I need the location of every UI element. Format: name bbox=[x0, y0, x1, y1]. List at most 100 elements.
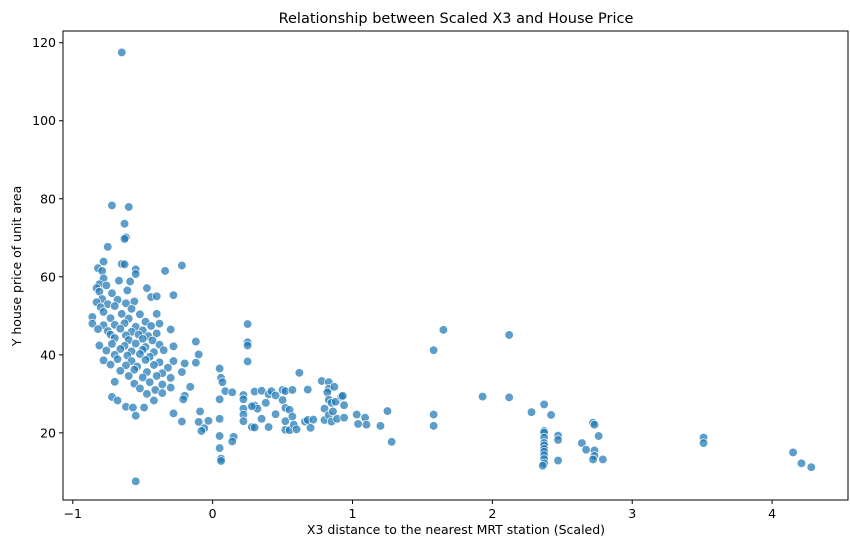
scatter-point bbox=[353, 419, 363, 429]
scatter-point bbox=[180, 358, 190, 369]
chart-title: Relationship between Scaled X3 and House… bbox=[279, 11, 634, 27]
scatter-point bbox=[227, 436, 237, 447]
scatter-point bbox=[538, 461, 548, 471]
scatter-point bbox=[191, 358, 201, 368]
scatter-point bbox=[214, 414, 225, 424]
scatter-point bbox=[112, 354, 123, 364]
scatter-point bbox=[526, 407, 537, 417]
scatter-point bbox=[594, 431, 604, 441]
scatter-point bbox=[147, 335, 158, 346]
scatter-point bbox=[152, 291, 162, 301]
scatter-point bbox=[294, 368, 305, 378]
scatter-point bbox=[112, 395, 123, 406]
scatter-point bbox=[177, 367, 187, 377]
scatter-point bbox=[121, 360, 131, 371]
y-tick-label: 120 bbox=[32, 35, 56, 50]
scatter-point bbox=[101, 280, 112, 291]
y-tick-label: 100 bbox=[32, 113, 56, 128]
scatter-point bbox=[305, 423, 316, 433]
scatter-point bbox=[581, 445, 591, 455]
scatter-point bbox=[107, 200, 117, 211]
scatter-point bbox=[98, 256, 109, 267]
scatter-point bbox=[214, 443, 225, 453]
scatter-point bbox=[217, 377, 228, 387]
scatter-point bbox=[375, 421, 386, 431]
scatter-point bbox=[195, 406, 205, 417]
scatter-point bbox=[103, 242, 113, 252]
scatter-point bbox=[142, 389, 152, 399]
scatter-point bbox=[308, 414, 319, 425]
scatter-point bbox=[428, 421, 439, 431]
scatter-point bbox=[152, 309, 162, 319]
scatter-point bbox=[588, 454, 598, 465]
scatter-point bbox=[115, 366, 125, 376]
scatter-point bbox=[382, 406, 393, 416]
scatter-point bbox=[256, 414, 267, 424]
scatter-point bbox=[119, 259, 130, 269]
scatter-point bbox=[114, 276, 124, 286]
scatter-point bbox=[553, 435, 563, 445]
scatter-point bbox=[101, 345, 112, 356]
scatter-point bbox=[126, 304, 137, 314]
scatter-point bbox=[140, 355, 151, 365]
y-tick-label: 40 bbox=[40, 347, 56, 362]
scatter-point bbox=[428, 345, 439, 355]
scatter-point bbox=[329, 382, 339, 392]
scatter-point bbox=[242, 319, 253, 329]
scatter-point bbox=[339, 413, 349, 423]
scatter-point bbox=[166, 324, 176, 335]
scatter-point bbox=[135, 383, 145, 394]
scatter-point bbox=[110, 301, 120, 311]
scatter-point bbox=[227, 387, 237, 397]
scatter-point bbox=[142, 283, 152, 293]
scatter-point bbox=[152, 328, 162, 339]
scatter-point bbox=[128, 402, 138, 413]
scatter-point bbox=[504, 330, 514, 340]
scatter-point bbox=[191, 336, 201, 347]
scatter-point bbox=[110, 377, 120, 387]
scatter-point bbox=[119, 219, 130, 229]
scatter-point bbox=[339, 400, 349, 410]
x-tick-label: 2 bbox=[488, 506, 496, 521]
x-tick-label: 0 bbox=[209, 506, 217, 521]
scatter-point bbox=[261, 398, 271, 408]
scatter-point bbox=[177, 260, 187, 271]
scatter-point bbox=[125, 276, 135, 287]
scatter-point bbox=[287, 411, 298, 422]
scatter-point bbox=[168, 290, 179, 300]
scatter-point bbox=[328, 406, 338, 417]
scatter-point bbox=[105, 313, 116, 323]
scatter-point bbox=[160, 266, 170, 276]
scatter-point bbox=[135, 349, 145, 359]
scatter-point bbox=[124, 371, 134, 381]
scatter-point bbox=[214, 363, 225, 374]
scatter-point bbox=[539, 399, 549, 410]
scatter-point bbox=[163, 363, 173, 373]
scatter-point bbox=[105, 359, 116, 370]
scatter-point bbox=[131, 269, 141, 279]
y-tick-label: 60 bbox=[40, 269, 56, 284]
scatter-point bbox=[168, 341, 179, 351]
scatter-point bbox=[131, 338, 141, 349]
scatter-point bbox=[338, 391, 348, 401]
scatter-point bbox=[157, 379, 167, 390]
scatter-point bbox=[352, 409, 362, 420]
scatter-point bbox=[117, 309, 127, 319]
scatter-point bbox=[263, 422, 274, 432]
scatter-point bbox=[149, 395, 159, 406]
axes: −1 0 1 2 3 4 20 40 60 80 100 120 bbox=[32, 30, 849, 521]
scatter-point bbox=[166, 382, 176, 393]
scatter-point bbox=[303, 384, 313, 395]
scatter-point bbox=[138, 334, 148, 344]
scatter-point bbox=[806, 462, 816, 472]
scatter-point bbox=[168, 356, 179, 366]
y-tick-label: 20 bbox=[40, 425, 56, 440]
scatter-point bbox=[788, 447, 798, 458]
scatter-point bbox=[124, 202, 134, 212]
scatter-point bbox=[149, 360, 159, 370]
scatter-points bbox=[87, 47, 816, 486]
scatter-point bbox=[216, 456, 226, 466]
scatter-point bbox=[247, 401, 257, 412]
scatter-point bbox=[438, 325, 449, 335]
